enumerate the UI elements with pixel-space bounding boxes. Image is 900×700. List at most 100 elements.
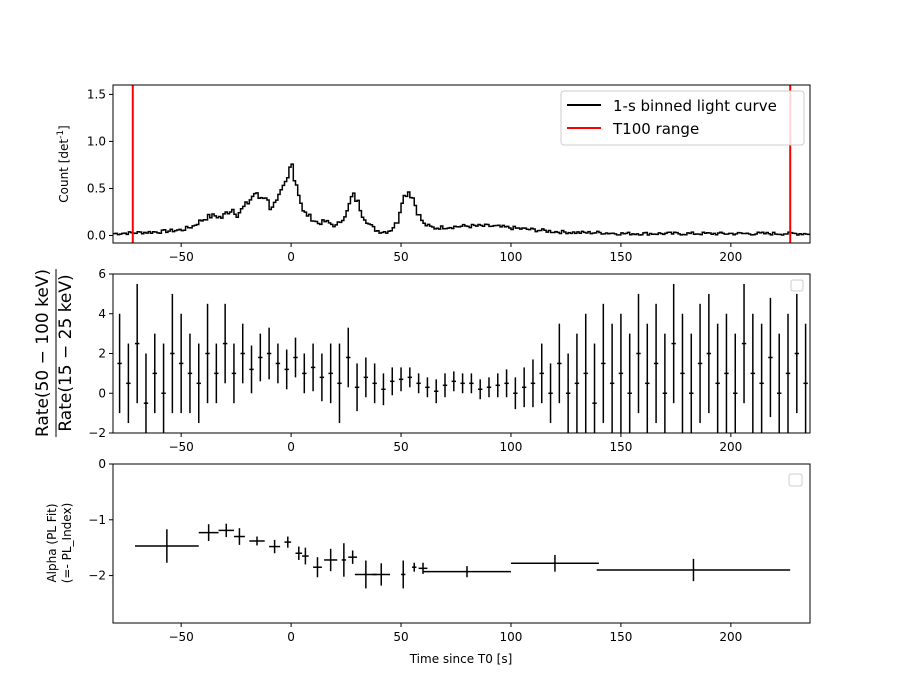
data-point (451, 371, 457, 392)
light-curve-x-ticks: −50 0 50 100 150 200 (168, 243, 742, 264)
data-point (460, 373, 465, 394)
data-point (785, 313, 791, 433)
light-curve-legend: 1-s binned light curve T100 range (560, 90, 805, 146)
hardness-ratio-axes-frame (112, 273, 811, 434)
x-tick-label: 0 (287, 440, 295, 454)
x-tick-label: 150 (609, 630, 632, 644)
plot-area (117, 283, 808, 433)
data-point (407, 367, 413, 388)
data-point (372, 563, 391, 586)
data-point (337, 343, 342, 424)
data-point (214, 343, 219, 404)
y-tick-label: 0.5 (87, 181, 106, 195)
data-point (412, 562, 417, 572)
light-curve-panel: −50 0 50 100 150 200 0.0 0.5 1.0 1.5 Count [det-… (56, 84, 811, 264)
y-tick-label: 0 (98, 386, 106, 400)
x-tick-label: 50 (393, 440, 408, 454)
x-tick-label: 0 (287, 250, 295, 264)
data-point (126, 343, 131, 424)
data-point (161, 343, 166, 433)
data-point (269, 539, 281, 554)
data-point (249, 536, 265, 546)
light-curve-line (113, 163, 810, 236)
data-point (117, 313, 122, 414)
data-point (346, 327, 351, 388)
data-point (302, 547, 309, 565)
y-tick-label: 6 (98, 267, 106, 281)
data-point (618, 313, 624, 433)
data-point (233, 528, 245, 545)
x-tick-label: 100 (500, 250, 523, 264)
data-point (530, 359, 536, 408)
data-point (266, 327, 272, 380)
data-point (198, 524, 219, 541)
data-point (794, 293, 800, 414)
light-curve-axes-frame (112, 84, 811, 244)
data-point (477, 379, 483, 400)
data-point (425, 377, 430, 398)
data-point (442, 373, 448, 398)
data-point (715, 323, 720, 433)
data-point (348, 550, 358, 564)
data-point (513, 377, 518, 410)
data-point (521, 367, 527, 408)
data-point (341, 543, 347, 577)
data-point (231, 343, 237, 404)
hardness-ratio-marks (117, 283, 808, 433)
hardness-ratio-label-denominator: Rate(15 − 25 keV) (56, 274, 76, 431)
data-point (434, 379, 439, 404)
data-point (486, 377, 492, 398)
data-point (381, 373, 386, 406)
data-point (187, 333, 193, 414)
x-tick-label: 50 (393, 250, 408, 264)
data-point (759, 323, 764, 433)
data-point (469, 373, 474, 394)
data-point (398, 367, 404, 392)
legend-box (560, 90, 805, 146)
x-tick-label: 0 (287, 630, 295, 644)
data-point (152, 333, 157, 414)
data-point (706, 293, 712, 414)
data-point (539, 343, 544, 404)
data-point (777, 333, 782, 433)
alpha-marks (134, 523, 791, 589)
hardness-ratio-y-axis-label: Rate(50 − 100 keV) Rate(15 − 25 keV) (33, 269, 76, 437)
data-point (302, 353, 307, 394)
light-curve-y-ticks: 0.0 0.5 1.0 1.5 (87, 87, 113, 242)
x-tick-label: 150 (609, 440, 632, 454)
data-point (170, 293, 175, 414)
data-point (741, 283, 747, 404)
data-point (548, 363, 553, 424)
data-point (324, 548, 338, 572)
x-tick-label: 50 (393, 630, 408, 644)
alpha-axes-frame (112, 463, 811, 624)
y-tick-label: 4 (98, 307, 106, 321)
data-point (284, 349, 289, 390)
y-tick-label: 2 (98, 347, 106, 361)
alpha-y-axis-label-line1: Alpha (PL Fit) (45, 503, 59, 582)
data-point (310, 343, 316, 392)
y-tick-label: −1 (88, 513, 106, 527)
data-point (803, 323, 808, 433)
y-tick-label: −2 (88, 426, 106, 440)
data-point (284, 536, 292, 548)
data-point (178, 313, 184, 414)
x-tick-label: −50 (168, 630, 193, 644)
plot-area (134, 523, 791, 589)
data-point (222, 303, 228, 384)
light-curve-y-axis-label: Count [det-1] (56, 125, 71, 203)
data-point (750, 313, 756, 433)
empty-legend-box (788, 473, 803, 487)
data-point (258, 333, 263, 382)
hardness-ratio-label-numerator: Rate(50 − 100 keV) (33, 269, 53, 437)
data-point (275, 343, 281, 384)
hardness-ratio-y-ticks: −2 0 2 4 6 (88, 267, 113, 440)
data-point (697, 303, 703, 424)
data-point (680, 313, 685, 433)
x-tick-label: 200 (719, 250, 742, 264)
data-point (733, 333, 738, 433)
data-point (645, 323, 650, 433)
data-point (363, 357, 369, 398)
alpha-y-ticks: −2 −1 0 (88, 457, 113, 583)
